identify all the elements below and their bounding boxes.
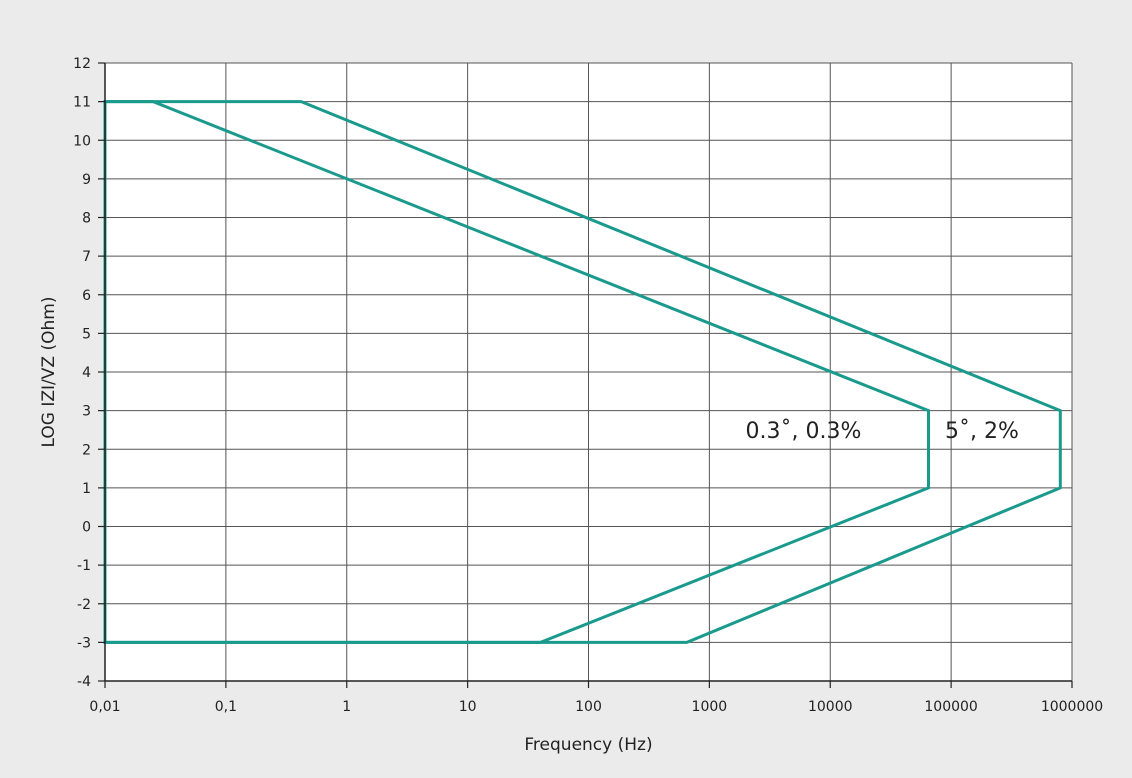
x-tick-label: 100000: [924, 699, 977, 715]
y-tick-label: 10: [73, 133, 91, 149]
x-tick-label: 1: [342, 699, 351, 715]
x-tick-label: 100: [575, 699, 602, 715]
axes: [98, 62, 1073, 688]
x-tick-label: 0,1: [215, 699, 237, 715]
x-tick-label: 1000: [692, 699, 728, 715]
y-tick-label: 12: [73, 56, 91, 72]
y-tick-label: -3: [77, 635, 91, 651]
y-tick-label: -4: [77, 674, 91, 690]
y-tick-label: 5: [82, 326, 91, 342]
x-tick-label: 0,01: [89, 699, 120, 715]
annotations: 0.3˚, 0.3% 5˚, 2%: [745, 419, 1018, 444]
y-axis-title: LOG IZI/VZ (Ohm): [39, 297, 59, 448]
region-label: 0.3˚, 0.3%: [745, 419, 861, 444]
y-tick-label: 1: [82, 481, 91, 497]
x-tick-label: 1000000: [1041, 699, 1103, 715]
y-tick-label: 9: [82, 172, 91, 188]
y-tick-label: 11: [73, 95, 91, 111]
y-tick-label: 7: [82, 249, 91, 265]
y-tick-label: -2: [77, 597, 91, 613]
y-tick-label: 6: [82, 288, 91, 304]
x-tick-label: 10000: [808, 699, 853, 715]
x-tick-label: 10: [459, 699, 477, 715]
y-tick-label: 8: [82, 211, 91, 227]
y-tick-label: -1: [77, 558, 91, 574]
y-tick-label: 4: [82, 365, 91, 381]
y-tick-label: 3: [82, 404, 91, 420]
region-label: 5˚, 2%: [945, 419, 1019, 444]
x-axis-title: Frequency (Hz): [524, 735, 652, 755]
y-tick-label: 2: [82, 442, 91, 458]
y-tick-label: 0: [82, 520, 91, 536]
